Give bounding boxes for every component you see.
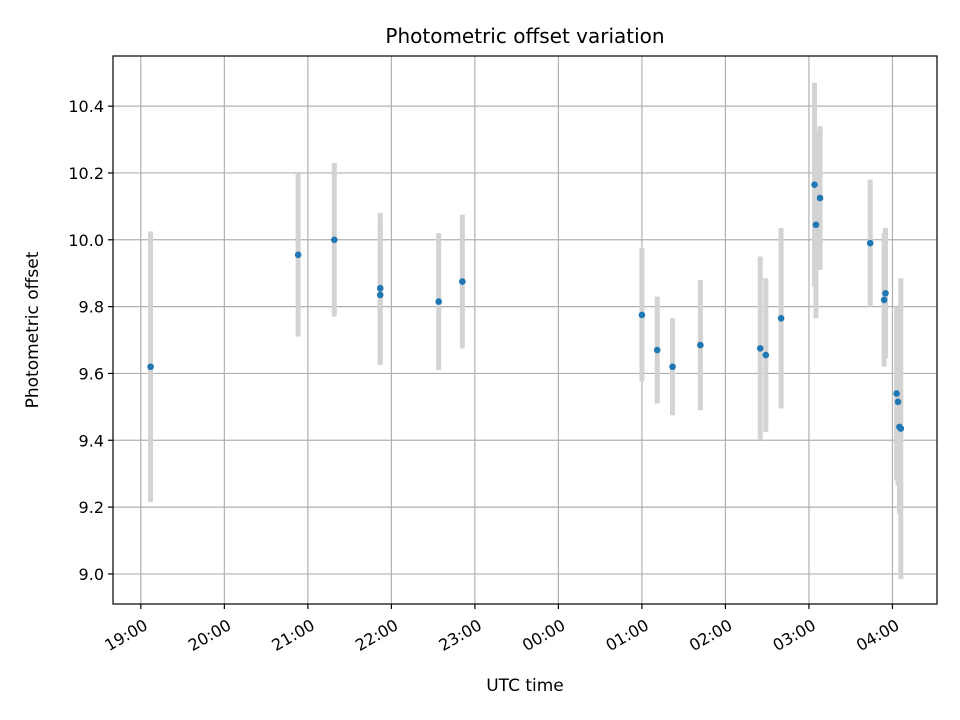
data-point: [812, 221, 820, 229]
data-point: [811, 181, 818, 188]
y-tick-label: 9.6: [79, 364, 104, 383]
grid: [113, 56, 937, 604]
y-tick-label: 10.2: [68, 164, 104, 183]
data-point: [893, 390, 900, 397]
x-axis-title: UTC time: [486, 676, 564, 696]
y-tick-label: 10.4: [68, 97, 104, 116]
data-point: [894, 398, 902, 406]
data-point: [147, 363, 154, 371]
y-tick-label: 10.0: [68, 231, 104, 250]
y-tick-label: 9.2: [79, 498, 104, 517]
y-tick-label: 9.4: [79, 431, 104, 450]
data-point: [866, 239, 874, 247]
data-point: [897, 425, 905, 432]
data-point: [435, 298, 443, 305]
data-point: [880, 296, 888, 304]
data-point: [882, 289, 889, 297]
data-point: [653, 346, 661, 354]
data-point: [376, 291, 384, 299]
y-tick-label: 9.0: [79, 565, 104, 584]
y-axis: 9.0 9.2 9.4 9.6 9.8 10.0 10.2 10.4: [68, 97, 113, 584]
data-point: [638, 311, 646, 319]
data-point: [777, 315, 785, 322]
data-point: [294, 251, 302, 259]
y-tick-label: 9.8: [79, 298, 104, 317]
data-point: [331, 236, 338, 244]
y-axis-title: Photometric offset: [23, 251, 43, 408]
data-points: [147, 181, 905, 432]
data-point: [459, 278, 466, 285]
plot-frame: [112, 55, 938, 605]
data-point: [762, 351, 770, 359]
data-point: [816, 194, 824, 202]
data-point: [697, 341, 704, 349]
chart-title: Photometric offset variation: [385, 24, 664, 48]
data-point: [756, 345, 764, 352]
data-point: [669, 363, 676, 371]
data-point: [376, 284, 384, 292]
